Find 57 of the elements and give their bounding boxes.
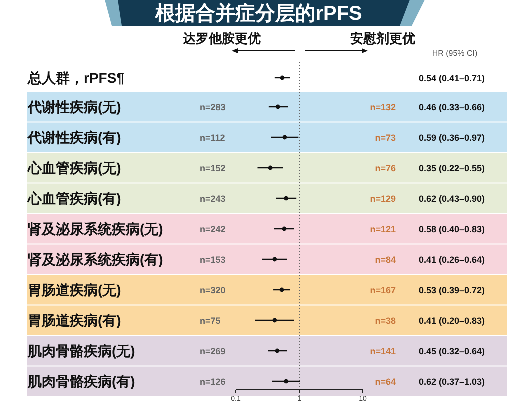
text: n=153 bbox=[200, 255, 226, 265]
y-tick-label: 肌肉骨骼疾病(有) bbox=[27, 374, 136, 390]
text: n=167 bbox=[370, 286, 396, 296]
text: n=152 bbox=[200, 164, 226, 174]
y-tick-label: 代谢性疾病(有) bbox=[27, 130, 122, 146]
text: n=132 bbox=[370, 102, 396, 112]
data-label: 0.41 (0.20–0.83) bbox=[419, 316, 486, 326]
data-label: 0.41 (0.26–0.64) bbox=[419, 255, 486, 265]
point bbox=[280, 288, 284, 292]
text: n=64 bbox=[375, 377, 396, 387]
data-label: 0.58 (0.40–0.83) bbox=[419, 224, 486, 234]
point bbox=[272, 318, 278, 323]
y-tick-label: 心血管疾病(有) bbox=[27, 190, 122, 206]
y-tick-label: 胃肠道疾病(无) bbox=[28, 282, 122, 298]
point bbox=[275, 348, 280, 354]
text: 安慰剂更优 bbox=[350, 31, 416, 46]
data-label: 0.62 (0.37–1.03) bbox=[419, 377, 486, 387]
text: n=84 bbox=[375, 255, 396, 265]
data-label: 0.35 (0.22–0.55) bbox=[419, 164, 486, 174]
point bbox=[282, 226, 287, 232]
y-tick-label: 代谢性疾病(无) bbox=[27, 99, 122, 115]
text: n=269 bbox=[200, 346, 226, 356]
y-tick-label: 肌肉骨骼疾病(无) bbox=[27, 343, 136, 359]
data-label: 0.46 (0.33–0.66) bbox=[419, 102, 486, 112]
point bbox=[276, 104, 280, 110]
text: 达罗他胺更优 bbox=[182, 31, 261, 46]
point bbox=[272, 257, 278, 262]
text: n=73 bbox=[375, 133, 396, 143]
point bbox=[268, 166, 273, 170]
y-tick-label: 肾及泌尿系统疾病(有) bbox=[28, 252, 164, 268]
text: n=320 bbox=[200, 286, 226, 296]
text: n=141 bbox=[370, 346, 396, 356]
data-label: 0.54 (0.41–0.71) bbox=[419, 74, 486, 84]
y-tick-label: 肾及泌尿系统疾病(无) bbox=[28, 221, 164, 237]
data-label: 0.45 (0.32–0.64) bbox=[419, 346, 486, 356]
text: n=76 bbox=[375, 164, 396, 174]
y-tick-label: 胃肠道疾病(有) bbox=[28, 312, 122, 328]
text: n=129 bbox=[370, 194, 396, 204]
point bbox=[284, 379, 289, 384]
data-label: 0.59 (0.36–0.97) bbox=[419, 133, 486, 143]
y-tick-label: 总人群，rPFS¶ bbox=[27, 70, 125, 86]
text: n=243 bbox=[200, 194, 226, 204]
text: n=75 bbox=[200, 316, 221, 326]
text: n=283 bbox=[200, 102, 226, 112]
text: n=126 bbox=[200, 377, 226, 387]
data-label: 0.62 (0.43–0.90) bbox=[419, 194, 486, 204]
text: n=38 bbox=[375, 316, 396, 326]
text: n=242 bbox=[200, 224, 226, 234]
point bbox=[282, 135, 288, 140]
chart-title: 根据合并症分层的rPFS bbox=[154, 2, 362, 25]
point bbox=[284, 196, 289, 201]
point bbox=[280, 76, 285, 80]
text: n=121 bbox=[370, 224, 396, 234]
text: n=112 bbox=[200, 133, 226, 143]
data-label: 0.53 (0.39–0.72) bbox=[419, 286, 486, 296]
text: HR (95% CI) bbox=[432, 49, 478, 58]
y-tick-label: 心血管疾病(无) bbox=[27, 160, 122, 176]
